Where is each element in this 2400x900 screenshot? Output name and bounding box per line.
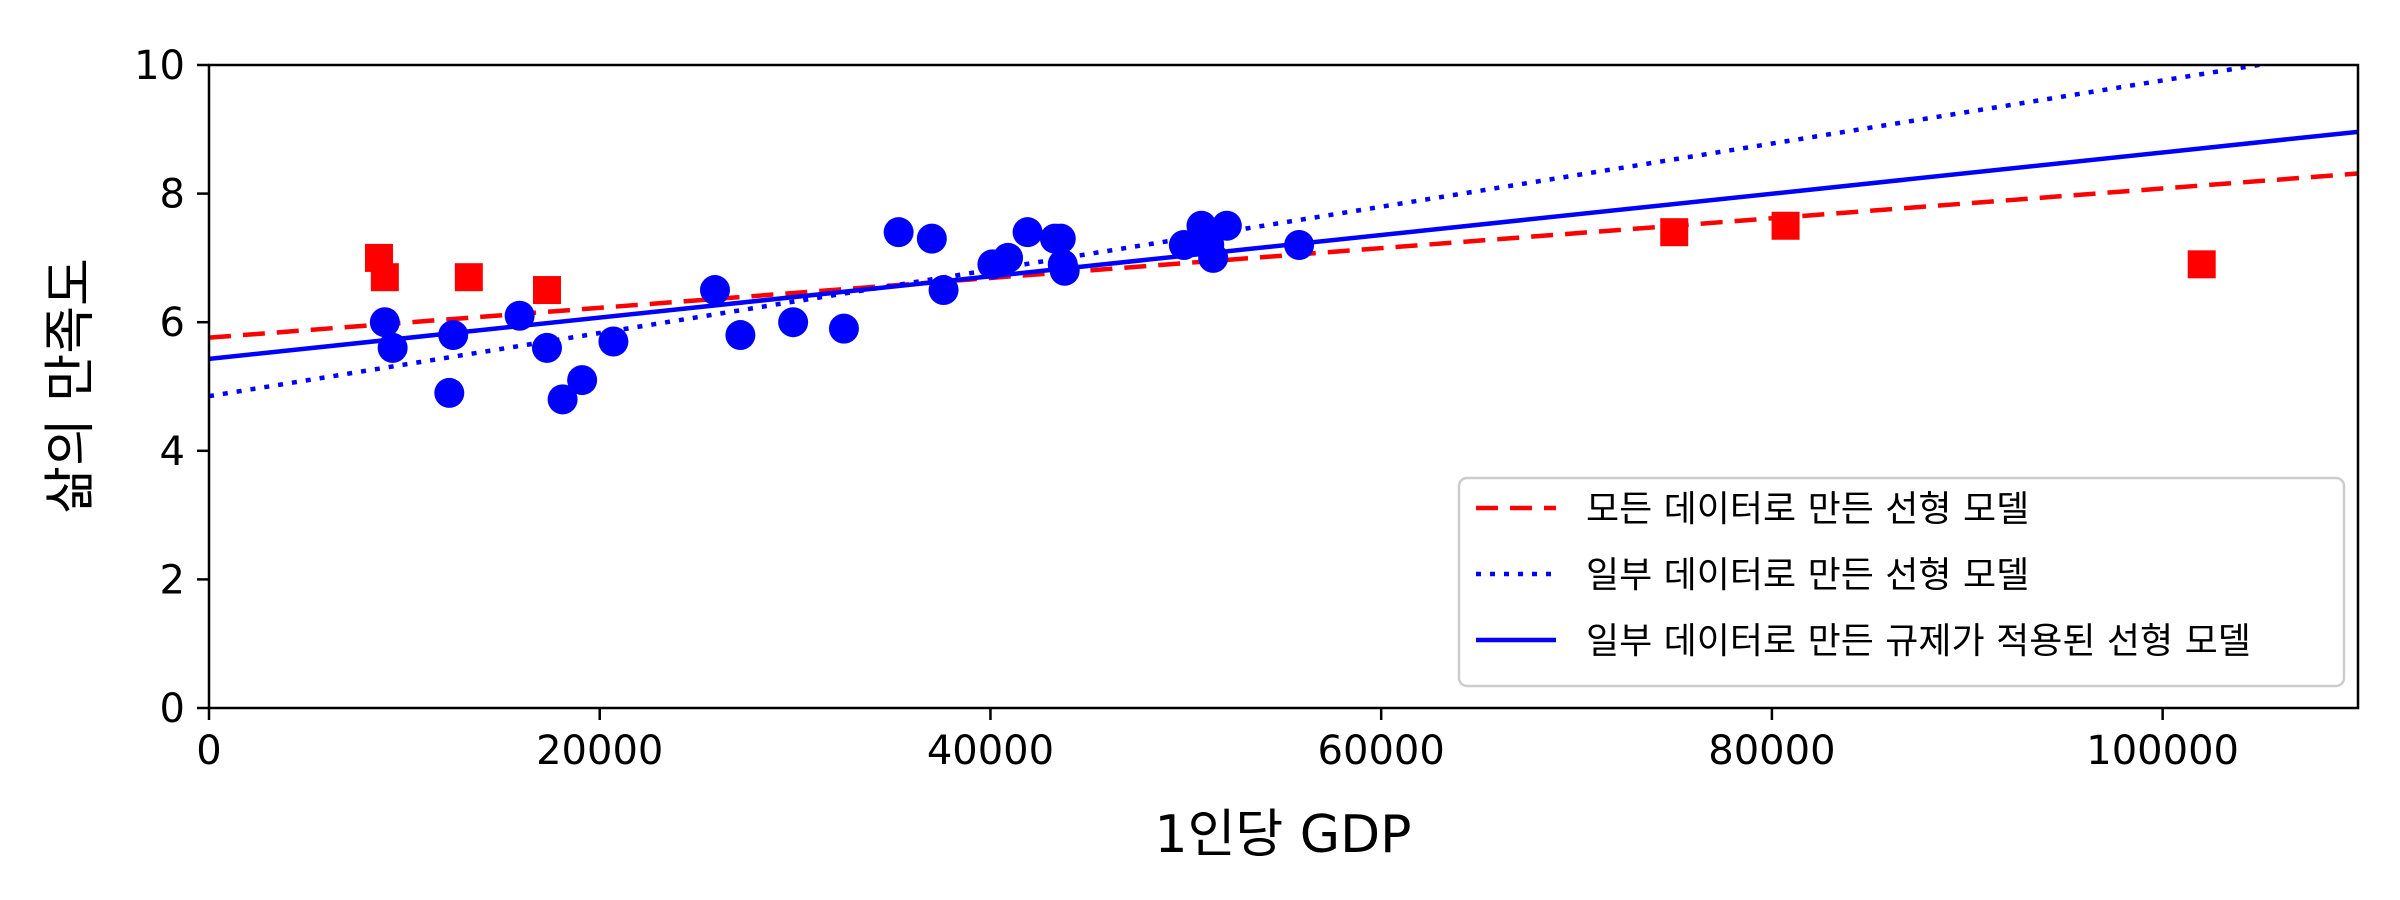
data-point-square	[370, 263, 399, 292]
data-point-circle	[434, 377, 465, 408]
data-point-circle	[1049, 255, 1080, 286]
x-tick-label: 40000	[927, 728, 1054, 774]
data-point-circle	[916, 223, 947, 254]
data-point-circle	[883, 217, 914, 248]
data-point-circle	[993, 242, 1024, 273]
model-line	[209, 129, 2358, 362]
x-tick-label: 100000	[2086, 728, 2239, 774]
legend-label: 모든 데이터로 만든 선형 모델	[1586, 489, 2029, 530]
data-point-circle	[725, 320, 756, 351]
plot-frame	[207, 63, 2360, 710]
model-line	[209, 171, 2358, 340]
x-axis-label: 1인당 GDP	[1155, 805, 1412, 865]
y-tick-label: 0	[160, 686, 185, 732]
data-point-circle	[1284, 230, 1315, 261]
data-point-circle	[438, 320, 469, 351]
data-point-square	[1660, 218, 1689, 247]
data-point-circle	[1012, 217, 1043, 248]
axis-ticks: 0 20000 40000 60000 80000 100000 0 2 4 6 8 10	[134, 43, 2239, 774]
data-point-circle	[369, 307, 400, 338]
data-point-square	[454, 263, 483, 292]
data-point-circle	[531, 332, 562, 363]
x-tick-label: 20000	[536, 728, 663, 774]
legend-box	[1457, 476, 2346, 688]
x-tick-label: 0	[196, 728, 221, 774]
data-point-circle	[699, 275, 730, 306]
data-point-circle	[504, 300, 535, 331]
data-point-circle	[928, 275, 959, 306]
data-point-circle	[1198, 242, 1229, 273]
plot-area	[209, 65, 2358, 415]
data-point-circle	[567, 365, 598, 396]
data-point-square	[532, 276, 561, 305]
data-point-circle	[547, 384, 578, 415]
data-point-circle	[778, 307, 809, 338]
data-point-square	[1771, 211, 1800, 240]
legend-label: 일부 데이터로 만든 규제가 적용된 선형 모델	[1586, 621, 2251, 662]
data-point-circle	[1045, 223, 1076, 254]
y-tick-label: 8	[160, 172, 185, 218]
y-axis-label: 삶의 만족도	[41, 258, 101, 514]
data-point-circle	[1211, 210, 1242, 241]
x-tick-label: 60000	[1318, 728, 1445, 774]
y-tick-label: 4	[160, 429, 185, 475]
data-point-square	[2187, 250, 2216, 279]
data-point-circle	[828, 313, 859, 344]
data-point-circle	[598, 326, 629, 357]
x-tick-label: 80000	[1708, 728, 1835, 774]
data-point-circle	[377, 332, 408, 363]
y-tick-label: 2	[160, 557, 185, 603]
y-tick-label: 10	[134, 43, 185, 89]
legend-label: 일부 데이터로 만든 선형 모델	[1586, 555, 2029, 596]
y-tick-label: 6	[160, 300, 185, 346]
model-line	[209, 65, 2273, 399]
